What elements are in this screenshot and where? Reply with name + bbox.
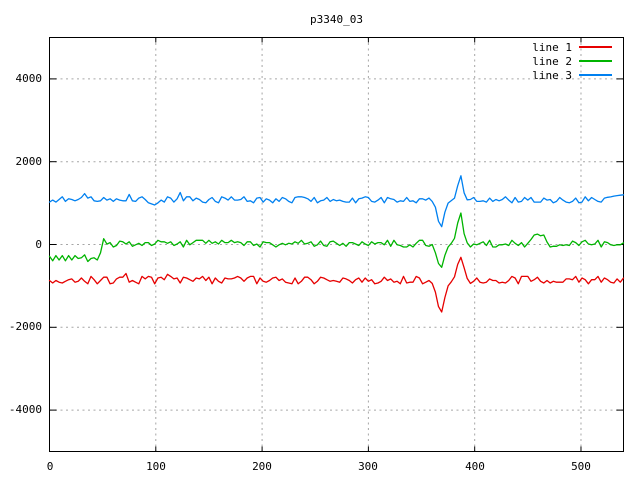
legend-item-line1: line 1 <box>532 40 612 54</box>
legend-line-sample-blue <box>579 74 612 76</box>
legend-item-line3: line 3 <box>532 68 612 82</box>
chart-title: p3340_03 <box>310 13 363 26</box>
series-line-1 <box>48 256 625 313</box>
x-tick-label-400: 400 <box>465 460 485 473</box>
x-tick-label-0: 0 <box>46 460 54 473</box>
legend-line-sample-green <box>579 60 612 62</box>
legend-item-line2: line 2 <box>532 54 612 68</box>
legend-label: line 3 <box>532 68 572 82</box>
x-tick-label-200: 200 <box>252 460 272 473</box>
y-tick-label-0: 0 <box>35 238 42 251</box>
x-tick-label-100: 100 <box>146 460 166 473</box>
series-line-3 <box>48 175 625 228</box>
plot-border <box>49 37 624 452</box>
x-tick-label-500: 500 <box>571 460 591 473</box>
legend-label: line 2 <box>532 54 572 68</box>
series-line-2 <box>48 212 625 268</box>
legend-line-sample-red <box>579 46 612 48</box>
y-tick-label-2000: 2000 <box>15 155 43 168</box>
y-tick-label-4000: 4000 <box>15 72 43 85</box>
x-tick-label-300: 300 <box>358 460 378 473</box>
legend-label: line 1 <box>532 40 572 54</box>
y-tick-label--4000: -4000 <box>8 403 42 416</box>
y-tick-label--2000: -2000 <box>8 320 42 333</box>
legend: line 1 line 2 line 3 <box>532 40 612 82</box>
